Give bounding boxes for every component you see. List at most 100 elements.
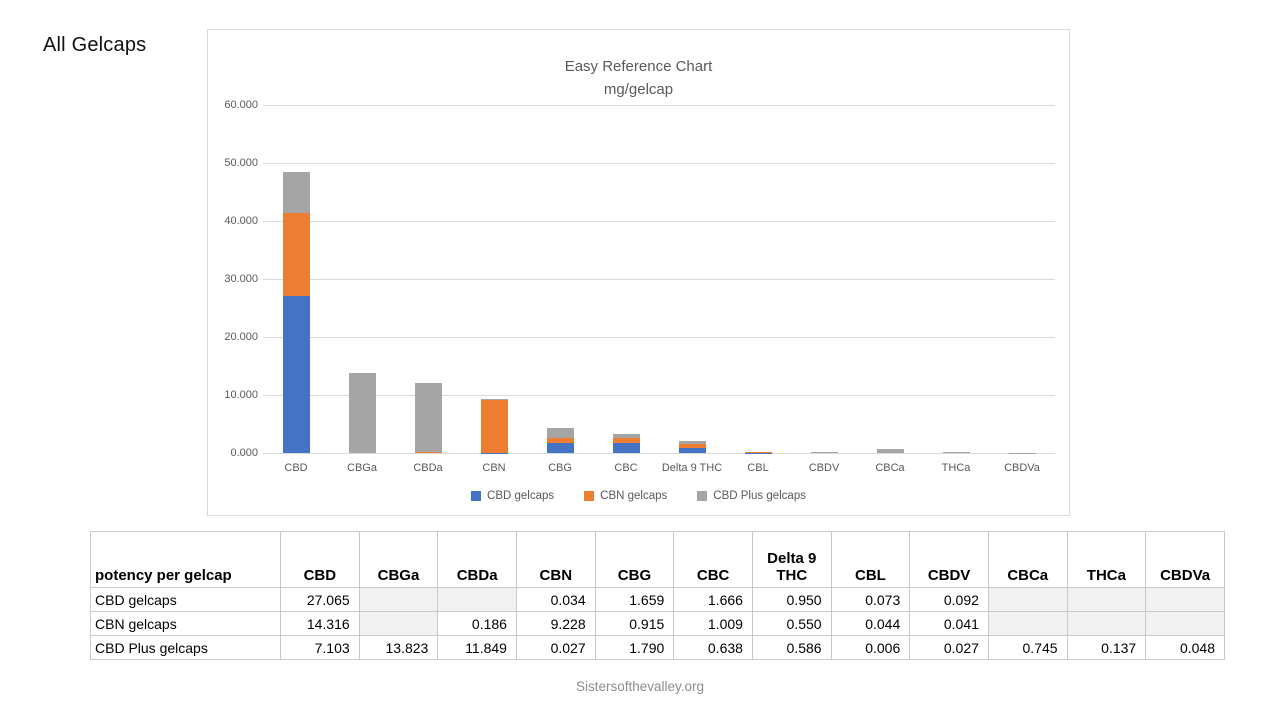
table-cell: 0.186 xyxy=(437,611,517,636)
table-cell xyxy=(987,611,1068,636)
table-cell: 13.823 xyxy=(358,635,439,660)
gridline xyxy=(263,394,1055,396)
bar-segment xyxy=(876,448,904,453)
column-header: THCa xyxy=(1066,531,1147,588)
table-cell: 11.849 xyxy=(437,635,517,660)
table-cell: 0.137 xyxy=(1066,635,1147,660)
x-category-label: CBN xyxy=(482,462,506,474)
column-header: CBDa xyxy=(437,531,517,588)
row-label: CBD gelcaps xyxy=(90,587,281,612)
x-category-label: CBG xyxy=(548,462,572,474)
bar-segment xyxy=(612,443,640,453)
table-cell: 0.027 xyxy=(515,635,596,660)
bar-segment xyxy=(678,444,706,448)
bar-segment xyxy=(546,427,574,439)
potency-table: potency per gelcap CBD CBGa CBDa CBN CBG CBC De… xyxy=(90,531,1225,660)
table-cell: 0.073 xyxy=(830,587,911,612)
y-tick-label: 60.000 xyxy=(224,98,258,111)
table-cell: 1.659 xyxy=(594,587,675,612)
x-category-label: CBDa xyxy=(413,462,443,474)
bar-segment xyxy=(348,372,376,453)
legend-item: CBN gelcaps xyxy=(584,490,667,502)
table-cell: 0.027 xyxy=(909,635,989,660)
column-header: CBN xyxy=(515,531,596,588)
gridline xyxy=(263,336,1055,338)
table-cell: 0.915 xyxy=(594,611,675,636)
table-header-label: potency per gelcap xyxy=(90,531,281,588)
chart-title-line2: mg/gelcap xyxy=(603,81,674,98)
x-category-label: CBGa xyxy=(347,462,377,474)
bar-segment xyxy=(678,447,706,453)
x-category-label: CBD xyxy=(284,462,308,474)
table-cell xyxy=(437,587,517,612)
table-cell: 0.638 xyxy=(673,635,753,660)
table-cell: 1.790 xyxy=(594,635,675,660)
bar-segment xyxy=(282,171,310,213)
bar-segment xyxy=(678,440,706,445)
bar-segment xyxy=(282,213,310,297)
table-cell: 0.048 xyxy=(1145,635,1225,660)
legend-swatch xyxy=(584,491,595,501)
x-category-label: Delta 9 THC xyxy=(661,462,723,474)
y-tick-label: 40.000 xyxy=(224,214,258,227)
table-cell: 0.006 xyxy=(830,635,911,660)
column-header: Delta 9 THC xyxy=(751,531,832,588)
chart: Easy Reference Chart mg/gelcap 0.000 10.0… xyxy=(207,29,1070,516)
chart-title-line1: Easy Reference Chart xyxy=(564,58,713,75)
row-label: CBN gelcaps xyxy=(90,611,281,636)
table-cell xyxy=(1066,587,1147,612)
bar-segment xyxy=(942,452,970,453)
legend: CBD gelcaps CBN gelcaps CBD Plus gelcaps xyxy=(208,490,1069,502)
bar-segment xyxy=(810,452,838,453)
x-category-label: CBDV xyxy=(808,462,840,474)
table-cell: 0.550 xyxy=(751,611,832,636)
footer-link: Sistersofthevalley.org xyxy=(575,679,705,694)
row-label: CBD Plus gelcaps xyxy=(90,635,281,660)
table-cell xyxy=(1145,611,1225,636)
bar-segment xyxy=(414,451,442,453)
gridline xyxy=(263,278,1055,280)
legend-swatch xyxy=(697,491,708,501)
gridline xyxy=(263,104,1055,106)
gridline xyxy=(263,220,1055,222)
legend-label: CBD gelcaps xyxy=(487,490,555,502)
table-cell: 1.009 xyxy=(673,611,753,636)
y-axis: 0.000 10.000 20.000 30.000 40.000 50.000 60.00… xyxy=(208,99,258,459)
column-header: CBDV xyxy=(909,531,989,588)
column-header: CBC xyxy=(673,531,753,588)
table-cell: 14.316 xyxy=(280,611,360,636)
column-header: CBDVa xyxy=(1145,531,1225,588)
table-cell xyxy=(1145,587,1225,612)
table-cell xyxy=(987,587,1068,612)
table-cell: 0.044 xyxy=(830,611,911,636)
legend-item: CBD gelcaps xyxy=(471,490,554,502)
y-tick-label: 20.000 xyxy=(224,330,258,343)
legend-label: CBN gelcaps xyxy=(600,490,668,502)
table-cell: 0.041 xyxy=(909,611,989,636)
table-cell: 27.065 xyxy=(280,587,360,612)
x-category-label: CBDVa xyxy=(1004,462,1040,474)
table-cell: 1.666 xyxy=(673,587,753,612)
x-axis: CBD CBGa CBDa CBN CBG CBC Delta 9 THC CBL CBDV CB… xyxy=(263,462,1055,482)
table-cell: 0.586 xyxy=(751,635,832,660)
table-cell xyxy=(358,587,439,612)
legend-swatch xyxy=(471,491,482,501)
table-row: CBD Plus gelcaps 7.103 13.823 11.849 0.027 1.… xyxy=(90,635,1225,660)
gridline xyxy=(263,162,1055,164)
legend-label: CBD Plus gelcaps xyxy=(713,490,806,502)
table-cell xyxy=(1066,611,1147,636)
table-cell: 0.034 xyxy=(515,587,596,612)
x-category-label: CBCa xyxy=(875,462,905,474)
table-row: CBD gelcaps 27.065 0.034 1.659 1.666 0.950 0.0… xyxy=(90,587,1225,612)
chart-title: Easy Reference Chart mg/gelcap xyxy=(208,55,1069,101)
y-tick-label: 10.000 xyxy=(224,388,258,401)
x-category-label: CBL xyxy=(747,462,769,474)
plot-area xyxy=(263,104,1055,454)
x-category-label: CBC xyxy=(614,462,638,474)
column-header: CBGa xyxy=(358,531,439,588)
y-tick-label: 30.000 xyxy=(224,272,258,285)
table-cell: 0.950 xyxy=(751,587,832,612)
x-category-label: THCa xyxy=(941,462,971,474)
table-cell: 0.745 xyxy=(987,635,1068,660)
